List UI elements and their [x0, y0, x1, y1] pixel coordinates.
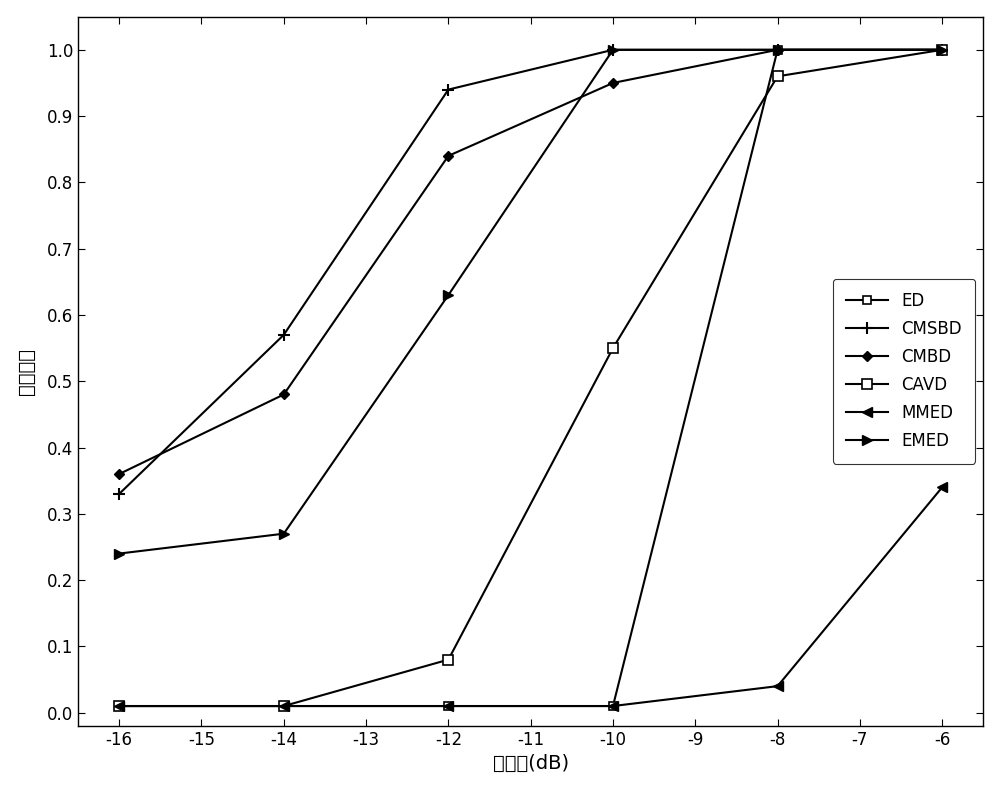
CMSBD — [772, 45, 784, 55]
ED — [442, 702, 454, 711]
CMBD — [442, 151, 454, 160]
EMED — [607, 45, 619, 55]
ED — [607, 702, 619, 711]
EMED — [772, 45, 784, 55]
ED — [278, 702, 290, 711]
MMED — [278, 702, 290, 711]
EMED — [278, 529, 290, 539]
ED — [772, 45, 784, 55]
CAVD — [442, 655, 454, 664]
CMSBD — [113, 489, 125, 498]
Line: CAVD: CAVD — [114, 45, 947, 711]
CAVD — [936, 45, 948, 55]
MMED — [607, 702, 619, 711]
CMSBD — [936, 45, 948, 55]
MMED — [936, 483, 948, 492]
EMED — [936, 45, 948, 55]
MMED — [772, 682, 784, 691]
Line: EMED: EMED — [114, 45, 947, 559]
CMBD — [936, 45, 948, 55]
CAVD — [607, 344, 619, 353]
CMBD — [278, 389, 290, 399]
CMBD — [113, 469, 125, 479]
ED — [936, 45, 948, 55]
Legend: ED, CMSBD, CMBD, CAVD, MMED, EMED: ED, CMSBD, CMBD, CAVD, MMED, EMED — [833, 279, 975, 464]
EMED — [113, 549, 125, 559]
MMED — [442, 702, 454, 711]
CAVD — [772, 72, 784, 81]
MMED — [113, 702, 125, 711]
Line: MMED: MMED — [114, 483, 947, 711]
CMSBD — [442, 85, 454, 94]
Line: CMSBD: CMSBD — [113, 43, 948, 500]
Y-axis label: 检测概率: 检测概率 — [17, 348, 36, 395]
CMBD — [772, 45, 784, 55]
Line: CMBD: CMBD — [116, 47, 946, 477]
Line: ED: ED — [115, 46, 946, 710]
ED — [113, 702, 125, 711]
CAVD — [278, 702, 290, 711]
CMBD — [607, 78, 619, 88]
CMSBD — [278, 330, 290, 340]
X-axis label: 信噪比(dB): 信噪比(dB) — [493, 754, 569, 773]
CMSBD — [607, 45, 619, 55]
CAVD — [113, 702, 125, 711]
EMED — [442, 290, 454, 299]
